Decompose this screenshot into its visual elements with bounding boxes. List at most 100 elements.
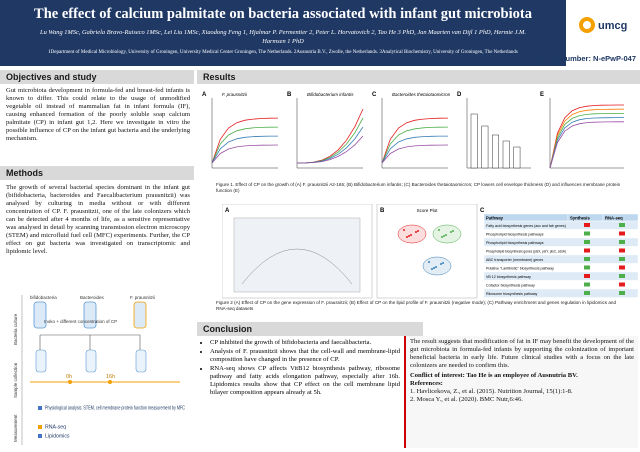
growth-curve xyxy=(296,108,364,164)
regulation-mark xyxy=(619,274,625,278)
methods-diagram: bifidobacteria Bacteroides F. prausnitzii … xyxy=(13,295,185,445)
sample-point xyxy=(410,234,412,236)
regulation-mark xyxy=(619,248,625,253)
conclusion-list: CP inhibited the growth of bifidobacteri… xyxy=(200,339,400,398)
panel-letter: E xyxy=(540,92,544,98)
sample-point xyxy=(433,267,435,269)
bullet xyxy=(38,406,42,410)
pathway-name: Phospholipid biosynthesis pathways xyxy=(486,232,544,236)
table-header: Synthesis xyxy=(570,216,590,221)
sample-point xyxy=(445,234,447,236)
current-curve xyxy=(549,112,624,169)
regulation-mark xyxy=(584,282,590,287)
references: 1. Havlicekova, Z., et al. (2015). Nutri… xyxy=(410,388,634,404)
regulation-mark xyxy=(619,291,625,295)
panel-letter: B xyxy=(380,208,385,214)
pathway-name: Putative "Lantibiotic" biosynthesis path… xyxy=(486,266,554,270)
sample-point xyxy=(417,230,419,232)
conclusion-bullet: CP inhibited the growth of bifidobacteri… xyxy=(210,339,400,347)
cluster xyxy=(432,224,462,244)
growth-curve xyxy=(381,126,449,164)
pathway-name: ABC transporter (membrane) genes xyxy=(486,258,543,262)
output-label: RNA-seq xyxy=(45,425,66,431)
poster-number: ePoster number: N-ePwP-047 xyxy=(531,54,636,63)
current-curve xyxy=(549,121,624,169)
pathway-name: Ribosome biosynthesis pathway xyxy=(486,292,538,296)
panel-title: Bifidobacterium infantis xyxy=(307,92,354,97)
title: The effect of calcium palmitate on bacte… xyxy=(34,6,532,22)
pathway-name: VB 12 biosynthesis pathway xyxy=(486,275,531,279)
time-point xyxy=(68,380,72,384)
tube-label: bifidobacteria xyxy=(30,295,57,300)
pathway-name: Cofactor biosynthesis pathway xyxy=(486,283,535,287)
sample-point xyxy=(450,231,452,233)
objectives-text: Gut microbiota development in formula-fe… xyxy=(6,87,190,142)
growth-curve xyxy=(296,135,364,164)
panel-frame xyxy=(376,204,478,299)
sample-point xyxy=(435,266,437,268)
sample-point xyxy=(443,235,445,237)
tube-label: F. prausnitzii xyxy=(130,295,155,300)
summary: The result suggests that modification of… xyxy=(410,338,634,369)
logo-emblem-core xyxy=(583,21,591,29)
inoculum-label: Inoko + different concentration of CP xyxy=(44,319,117,324)
references-heading: References: xyxy=(410,380,443,387)
sample-point xyxy=(406,236,408,238)
sample-point xyxy=(438,229,440,231)
panel-title: Bacteroides thetaiotaomicron xyxy=(392,92,451,97)
panel-letter: A xyxy=(202,92,207,98)
conflict: Conflict of interest: Tao He is an emplo… xyxy=(410,372,578,379)
regulation-mark xyxy=(619,282,625,287)
output-label: Lipidomics xyxy=(45,434,70,440)
growth-curve xyxy=(381,117,449,164)
bullet xyxy=(38,425,42,429)
sample-point xyxy=(403,229,405,231)
panel-letter: C xyxy=(372,92,377,98)
regulation-mark xyxy=(584,231,590,236)
bar xyxy=(481,125,489,169)
authors: Lu Wang 1MSc, Gabriela Bravo-Ruiseco 1MS… xyxy=(40,29,526,45)
panel-title: Score Plot xyxy=(417,208,439,213)
output-label: Physiological analysis: STEM, cell membr… xyxy=(45,406,185,412)
bar xyxy=(470,113,478,169)
summary-box: The result suggests that modification of… xyxy=(404,336,638,448)
bullet xyxy=(38,434,42,438)
section-heading: Objectives and study xyxy=(0,70,194,84)
arrows xyxy=(39,334,141,350)
pathway-name: Phospholipid biosynthesis pathways xyxy=(486,241,544,245)
stage-label: Bacteria culture xyxy=(13,313,18,345)
sample-point xyxy=(452,230,454,232)
table-header: RNA-seq xyxy=(605,216,623,221)
methods-text: The growth of several bacterial species … xyxy=(6,184,190,255)
panel-letter: C xyxy=(480,208,485,214)
time-point xyxy=(108,380,112,384)
tube xyxy=(35,349,47,373)
panel-letter: B xyxy=(287,92,292,98)
time-label: 16h xyxy=(106,374,115,380)
regulation-mark xyxy=(619,231,625,236)
bar xyxy=(513,146,521,169)
axes xyxy=(549,98,624,169)
pathway-name: Fatty acid biosynthesis genes (acc and f… xyxy=(486,224,566,228)
stage-label: Measurement xyxy=(13,414,18,442)
axes xyxy=(381,98,448,169)
tube xyxy=(33,301,47,329)
current-curve xyxy=(549,117,624,169)
regulation-mark xyxy=(584,291,590,295)
regulation-mark xyxy=(584,257,590,261)
sample-point xyxy=(408,235,410,237)
heatmap xyxy=(233,217,361,293)
panel-letter: A xyxy=(225,208,230,214)
panel-title: F. prausnitzii xyxy=(222,92,248,97)
cluster xyxy=(397,224,427,244)
figure-1: A F. prausnitzii B Bifidobacterium infantis… xyxy=(202,92,624,169)
current-curve xyxy=(549,108,624,169)
sample-point xyxy=(431,268,433,270)
cluster xyxy=(422,256,452,276)
table-header: Pathway xyxy=(486,216,504,221)
logo-text: umcg xyxy=(598,20,627,32)
regulation-mark xyxy=(619,240,625,244)
sample-point xyxy=(428,261,430,263)
section-heading: Methods xyxy=(0,166,194,180)
